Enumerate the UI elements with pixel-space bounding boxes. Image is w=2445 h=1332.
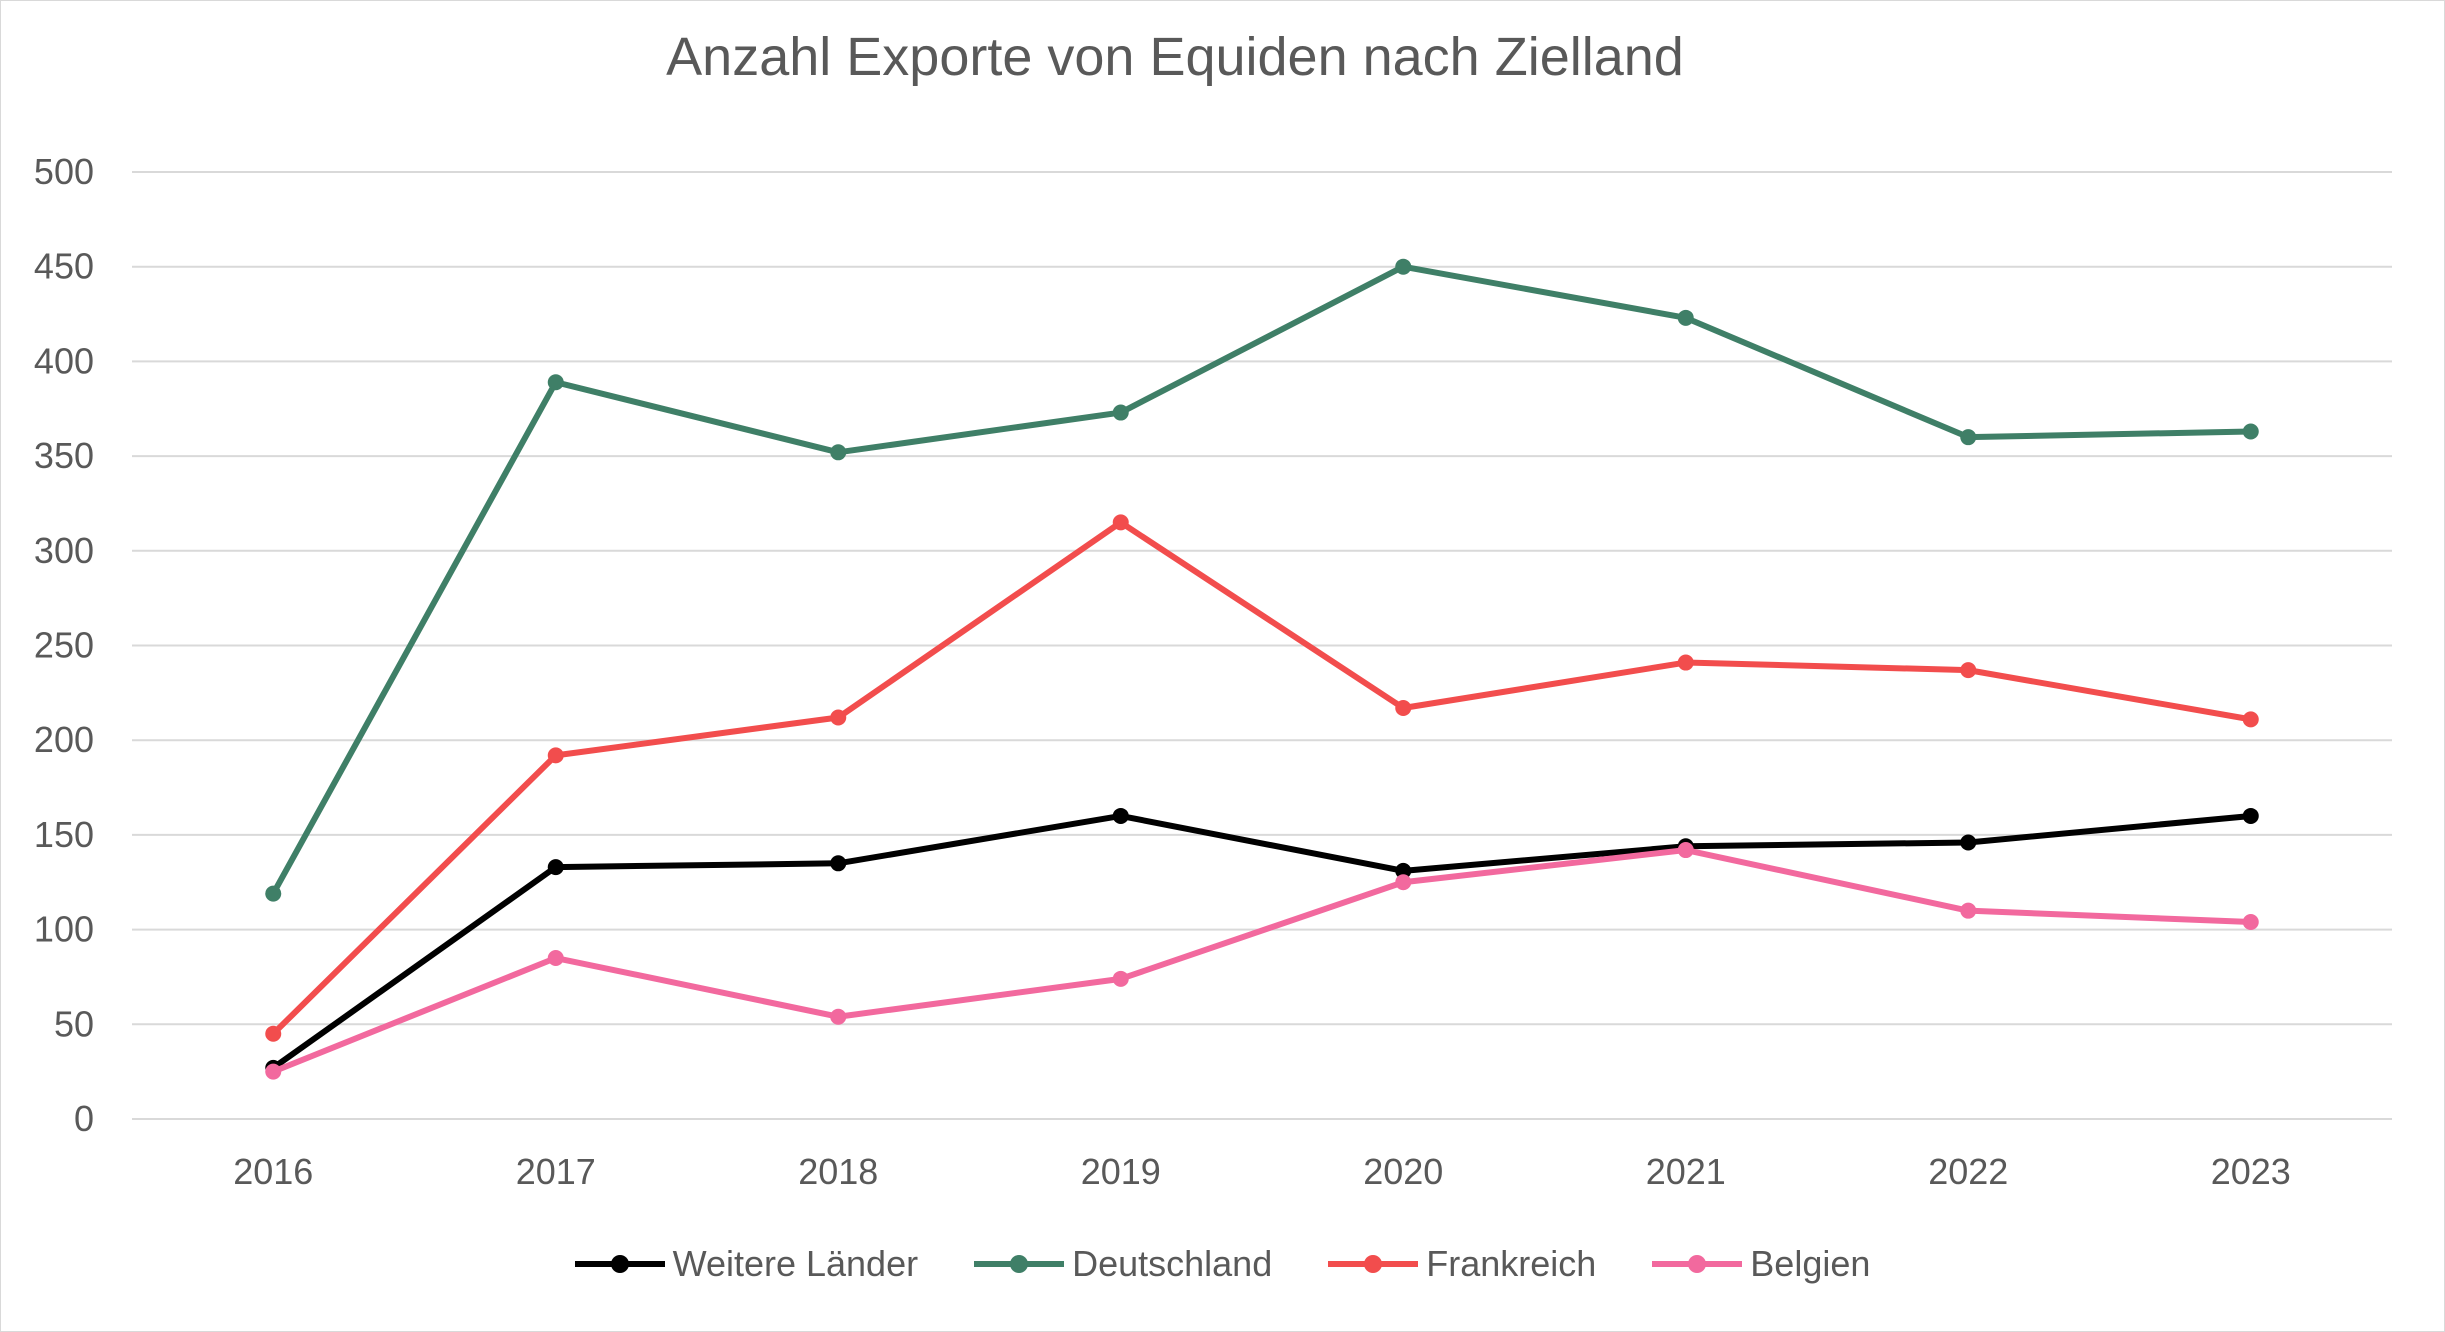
data-point: [547, 374, 564, 391]
x-tick-label: 2019: [1081, 1151, 1161, 1192]
y-tick-label: 300: [34, 530, 94, 571]
series-lines: [265, 258, 2259, 1080]
x-tick-label: 2021: [1646, 1151, 1726, 1192]
legend-label: Deutschland: [1072, 1243, 1273, 1284]
legend-swatch: [1652, 1244, 1743, 1284]
y-axis-tick-labels: 0 50 100 150 200 250 300 350 400 450 500: [34, 151, 94, 1139]
data-point: [830, 855, 847, 872]
data-point: [1960, 902, 1977, 919]
data-point: [1112, 807, 1129, 824]
data-point: [830, 444, 847, 461]
data-point: [1677, 654, 1694, 671]
data-point: [1112, 404, 1129, 421]
x-tick-label: 2020: [1363, 1151, 1443, 1192]
series-3: [265, 842, 2259, 1080]
y-tick-label: 50: [54, 1003, 94, 1044]
x-tick-label: 2023: [2211, 1151, 2291, 1192]
series-2: [265, 514, 2259, 1042]
data-point: [547, 950, 564, 967]
legend-swatch: [974, 1244, 1065, 1284]
data-point: [1395, 862, 1412, 879]
legend-label: Frankreich: [1426, 1243, 1597, 1284]
data-point: [1677, 842, 1694, 859]
legend-label: Belgien: [1750, 1243, 1871, 1284]
data-point: [2242, 914, 2259, 931]
data-point: [547, 747, 564, 764]
legend: Weitere Länder Deutschland Frankreich Belgi…: [0, 1234, 2445, 1294]
legend-item: Deutschland: [974, 1243, 1272, 1285]
data-point: [265, 885, 282, 902]
data-point: [830, 1008, 847, 1025]
y-tick-label: 200: [34, 719, 94, 760]
data-point: [1960, 834, 1977, 851]
y-tick-label: 450: [34, 246, 94, 287]
data-point: [2242, 807, 2259, 824]
data-point: [265, 1025, 282, 1042]
data-point: [1112, 970, 1129, 987]
data-point: [2242, 711, 2259, 728]
series-1: [265, 258, 2259, 902]
x-tick-label: 2016: [233, 1151, 313, 1192]
series-line: [270, 812, 2254, 1071]
legend-item: Belgien: [1652, 1243, 1870, 1285]
x-axis-tick-labels: 2016 2017 2018 2019 2020 2021 2022 2023: [233, 1151, 2291, 1192]
data-point: [547, 859, 564, 876]
data-point: [1395, 258, 1412, 275]
data-point: [2242, 423, 2259, 440]
data-point: [1395, 874, 1412, 891]
y-tick-label: 0: [74, 1098, 94, 1139]
series-line: [270, 847, 2254, 1075]
legend-swatch: [574, 1244, 665, 1284]
y-tick-label: 100: [34, 909, 94, 950]
legend-label: Weitere Länder: [672, 1243, 919, 1284]
data-point: [1677, 309, 1694, 326]
legend-item: Weitere Länder: [574, 1243, 919, 1285]
data-point: [1395, 700, 1412, 717]
data-point: [1960, 662, 1977, 679]
data-point: [265, 1063, 282, 1080]
x-tick-label: 2022: [1928, 1151, 2008, 1192]
legend-swatch: [1328, 1244, 1419, 1284]
x-tick-label: 2018: [798, 1151, 878, 1192]
series-0: [265, 807, 2259, 1076]
data-point: [830, 709, 847, 726]
legend-item: Frankreich: [1328, 1243, 1596, 1285]
y-tick-label: 350: [34, 435, 94, 476]
data-point: [1960, 429, 1977, 446]
y-tick-label: 500: [34, 151, 94, 192]
x-tick-label: 2017: [516, 1151, 596, 1192]
y-tick-label: 400: [34, 340, 94, 381]
data-point: [1112, 514, 1129, 531]
y-tick-label: 250: [34, 625, 94, 666]
gridlines: [132, 171, 2392, 1120]
chart-title: Anzahl Exporte von Equiden nach Zielland: [666, 27, 1684, 87]
series-line: [270, 263, 2254, 897]
y-tick-label: 150: [34, 814, 94, 855]
series-line: [270, 519, 2254, 1037]
